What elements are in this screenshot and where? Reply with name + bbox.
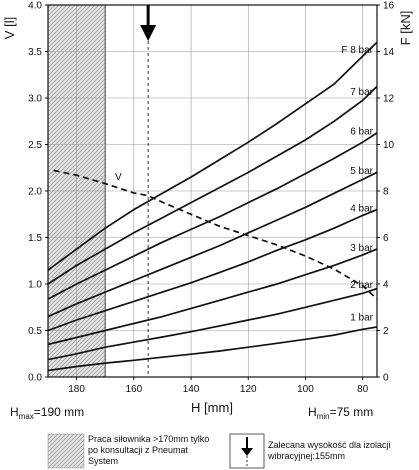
- right-tick-label-4: 8: [383, 187, 389, 198]
- left-tick-label-2: 1.0: [28, 280, 42, 291]
- right-tick-label-8: 16: [383, 1, 395, 12]
- left-tick-label-4: 2.0: [28, 187, 42, 198]
- left-tick-label-3: 1.5: [28, 233, 42, 244]
- volume-curve-label: V: [115, 172, 122, 183]
- series-line-1: [48, 326, 377, 372]
- left-tick-label-0: 0.0: [28, 373, 42, 384]
- left-tick-label-8: 4.0: [28, 1, 42, 12]
- series-lines: [48, 41, 377, 372]
- series-label-2: 2 bar: [350, 280, 373, 291]
- series-line-3: [48, 248, 377, 346]
- y-axis-title: V [l]: [2, 17, 17, 39]
- volume-curve: [53, 169, 377, 300]
- right-tick-label-6: 12: [383, 94, 395, 105]
- right-tick-label-2: 4: [383, 280, 389, 291]
- series-label-6: 6 bar: [350, 127, 373, 138]
- right-tick-label-1: 2: [383, 326, 389, 337]
- legend-hatch-text: Praca siłownika >170mm tylko po konsulta…: [88, 434, 210, 466]
- right-tick-label-3: 6: [383, 233, 389, 244]
- volume-line: [53, 169, 377, 300]
- x-tick-label-1: 160: [125, 384, 142, 395]
- series-line-7: [48, 85, 377, 285]
- left-tick-label-6: 3.0: [28, 94, 42, 105]
- legend-arrow-text: Zalecana wysokość dla izolacji wibracyjn…: [268, 440, 391, 461]
- right-tick-label-5: 10: [383, 140, 395, 151]
- series-line-4: [48, 208, 377, 332]
- series-line-5: [48, 171, 377, 318]
- x-tick-label-2: 140: [183, 384, 200, 395]
- left-tick-label-5: 2.5: [28, 140, 42, 151]
- x-tick-label-3: 120: [240, 384, 257, 395]
- right-tick-label-7: 14: [383, 47, 395, 58]
- x-axis-title: H [mm]: [191, 400, 233, 415]
- x-tick-label-0: 180: [68, 384, 85, 395]
- series-labels: 1 bar 2 bar 3 bar 4 bar 5 bar 6 bar 7 bar F 8 b…: [341, 45, 373, 323]
- legend-hatch-swatch: [47, 433, 85, 469]
- series-label-1: 1 bar: [350, 313, 373, 324]
- recommended-arrow-head: [140, 25, 157, 41]
- x-axis-ticks: 180 160 140 120 100 80: [68, 377, 369, 395]
- right-axis-ticks: 0 2 4 6 8 10 12 14 16: [377, 1, 395, 384]
- x-tick-label-5: 80: [357, 384, 369, 395]
- series-label-3: 3 bar: [350, 243, 373, 254]
- series-line-2: [48, 287, 377, 361]
- series-label-4: 4 bar: [350, 203, 373, 214]
- series-label-5: 5 bar: [350, 166, 373, 177]
- y2-axis-title: F [kN]: [398, 11, 413, 46]
- left-tick-label-7: 3.5: [28, 47, 42, 58]
- legend-arrow-swatch: [229, 433, 265, 469]
- right-tick-label-0: 0: [383, 373, 389, 384]
- x-tick-label-4: 100: [297, 384, 314, 395]
- series-line-8: [48, 41, 377, 271]
- series-label-8: F 8 bar: [341, 45, 373, 56]
- series-line-6: [48, 132, 377, 300]
- recommended-marker: [140, 5, 157, 377]
- h-min-label: Hmin=75 mm: [308, 405, 373, 421]
- series-label-7: 7 bar: [350, 87, 373, 98]
- left-axis-ticks: 0.0 0.5 1.0 1.5 2.0 2.5 3.0 3.5 4.0: [28, 1, 48, 384]
- h-max-label: Hmax=190 mm: [10, 405, 84, 421]
- left-tick-label-1: 0.5: [28, 326, 42, 337]
